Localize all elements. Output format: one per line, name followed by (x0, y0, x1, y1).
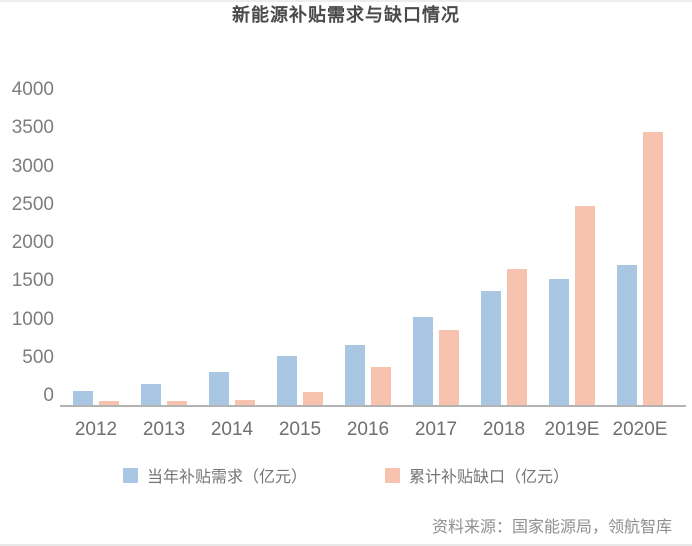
legend-item-annual-demand: 当年补贴需求（亿元） (122, 463, 307, 487)
bar-annual-demand (481, 291, 501, 406)
legend-label: 累计补贴缺口（亿元） (409, 469, 570, 486)
bar-group (481, 100, 527, 406)
bar-cumulative-gap (167, 400, 187, 406)
bar-cumulative-gap (99, 401, 119, 406)
bar-cumulative-gap (507, 269, 527, 406)
y-tick-label: 3000 (11, 155, 54, 177)
bar-annual-demand (617, 265, 637, 406)
x-tick-label: 2020E (612, 419, 668, 440)
x-tick-label: 2012 (74, 419, 118, 440)
bar-annual-demand (73, 390, 93, 406)
bar-cumulative-gap (575, 205, 595, 406)
y-tick-label: 4000 (11, 79, 54, 100)
y-tick-label: 3500 (11, 117, 54, 139)
y-tick-label: 0 (43, 385, 54, 406)
bar-group (345, 100, 391, 406)
x-tick-label: 2018 (482, 419, 526, 440)
bar-group (141, 100, 187, 406)
legend: 当年补贴需求（亿元） 累计补贴缺口（亿元） (0, 463, 692, 487)
x-tick-label: 2013 (142, 419, 186, 440)
source-note: 资料来源：国家能源局，领航智库 (431, 519, 672, 536)
bar-group (73, 100, 119, 406)
bar-annual-demand (209, 371, 229, 406)
bar-annual-demand (141, 383, 161, 406)
bar-annual-demand (345, 344, 365, 406)
chart-title: 新能源补贴需求与缺口情况 (232, 5, 460, 25)
x-tick-label: 2015 (278, 419, 322, 440)
bar-group (209, 100, 255, 406)
bar-cumulative-gap (303, 391, 323, 406)
bar-annual-demand (277, 355, 297, 406)
bar-cumulative-gap (643, 132, 663, 406)
bar-cumulative-gap (235, 399, 255, 406)
legend-swatch-icon (385, 467, 400, 483)
bar-group (549, 100, 595, 406)
y-tick-label: 2500 (11, 193, 54, 215)
bar-group (413, 100, 459, 406)
y-tick-label: 500 (22, 346, 54, 368)
bar-cumulative-gap (371, 367, 391, 406)
x-axis-line (60, 405, 686, 407)
bar-annual-demand (549, 279, 569, 406)
x-tick-label: 2019E (544, 419, 600, 440)
y-tick-label: 1500 (11, 270, 54, 292)
plot-area (62, 100, 678, 406)
bar-group (617, 100, 663, 406)
x-tick-label: 2017 (414, 419, 458, 440)
legend-item-cumulative-gap: 累计补贴缺口（亿元） (385, 463, 569, 487)
bar-annual-demand (413, 316, 433, 406)
y-tick-label: 2000 (11, 232, 54, 253)
legend-swatch-icon (122, 467, 138, 483)
x-tick-label: 2016 (346, 419, 390, 440)
bar-group (277, 100, 323, 406)
x-tick-label: 2014 (210, 419, 254, 440)
y-tick-label: 1000 (11, 308, 54, 330)
bar-cumulative-gap (439, 329, 459, 406)
legend-label: 当年补贴需求（亿元） (146, 469, 307, 486)
